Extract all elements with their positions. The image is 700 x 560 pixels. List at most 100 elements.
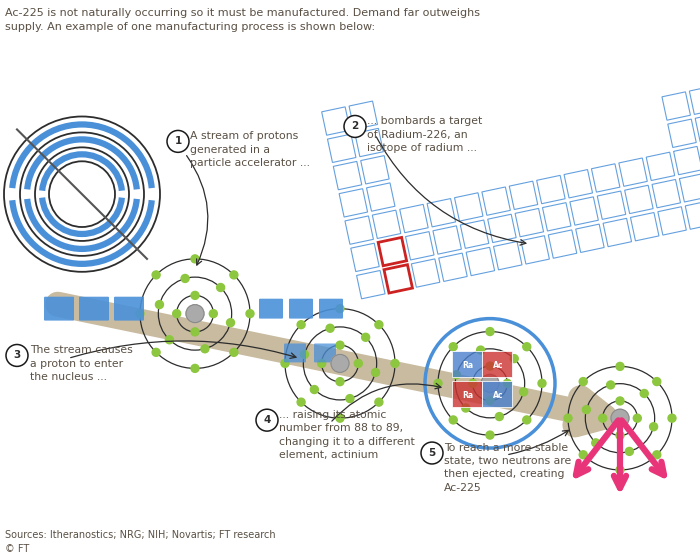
Text: A stream of protons
generated in a
particle accelerator ...: A stream of protons generated in a parti… bbox=[190, 132, 310, 168]
Text: Ac: Ac bbox=[493, 361, 503, 370]
Circle shape bbox=[616, 362, 624, 370]
Circle shape bbox=[152, 348, 160, 356]
Circle shape bbox=[611, 409, 629, 427]
Circle shape bbox=[346, 395, 354, 403]
Text: ... raising its atomic
number from 88 to 89,
changing it to a different
element,: ... raising its atomic number from 88 to… bbox=[279, 410, 414, 460]
Circle shape bbox=[375, 321, 383, 329]
Circle shape bbox=[191, 328, 199, 336]
FancyBboxPatch shape bbox=[482, 352, 512, 377]
Circle shape bbox=[300, 351, 309, 358]
Circle shape bbox=[191, 365, 199, 372]
Bar bbox=[345, 216, 373, 244]
Circle shape bbox=[326, 324, 334, 332]
Bar bbox=[384, 265, 412, 293]
Circle shape bbox=[486, 362, 494, 370]
Bar bbox=[603, 218, 631, 246]
Bar bbox=[439, 253, 467, 282]
Circle shape bbox=[297, 321, 305, 329]
Text: ... bombards a target
of Radium-226, an
isotope of radium ...: ... bombards a target of Radium-226, an … bbox=[367, 116, 482, 153]
Circle shape bbox=[434, 379, 442, 388]
FancyBboxPatch shape bbox=[314, 343, 336, 362]
Circle shape bbox=[449, 416, 457, 424]
Circle shape bbox=[256, 409, 278, 431]
Circle shape bbox=[331, 354, 349, 372]
Text: Ac: Ac bbox=[493, 391, 503, 400]
Circle shape bbox=[650, 423, 657, 431]
Bar bbox=[378, 237, 407, 266]
Circle shape bbox=[607, 381, 615, 389]
Bar bbox=[510, 181, 538, 209]
Bar bbox=[680, 174, 700, 202]
Bar bbox=[372, 210, 401, 239]
Bar bbox=[367, 183, 395, 211]
Text: 5: 5 bbox=[428, 448, 435, 458]
Text: Sources: Itheranostics; NRG; NIH; Novartis; FT research
© FT: Sources: Itheranostics; NRG; NIH; Novart… bbox=[5, 530, 276, 554]
Bar bbox=[521, 236, 550, 264]
Circle shape bbox=[616, 466, 624, 474]
Bar bbox=[349, 101, 377, 129]
Text: 3: 3 bbox=[13, 351, 20, 361]
Circle shape bbox=[391, 360, 399, 367]
Bar bbox=[564, 170, 592, 198]
Bar bbox=[537, 175, 565, 204]
Circle shape bbox=[336, 305, 344, 312]
Circle shape bbox=[452, 371, 461, 379]
Circle shape bbox=[336, 377, 344, 386]
Circle shape bbox=[6, 344, 28, 366]
Circle shape bbox=[186, 305, 204, 323]
Circle shape bbox=[510, 354, 518, 363]
Bar bbox=[482, 187, 510, 215]
Circle shape bbox=[640, 390, 648, 398]
Circle shape bbox=[582, 405, 590, 414]
Bar bbox=[652, 179, 680, 208]
Bar bbox=[597, 191, 626, 220]
Circle shape bbox=[297, 398, 305, 406]
Bar bbox=[575, 224, 604, 253]
Circle shape bbox=[519, 388, 528, 396]
Circle shape bbox=[668, 414, 676, 422]
Circle shape bbox=[136, 310, 144, 318]
Bar bbox=[690, 86, 700, 114]
Circle shape bbox=[318, 360, 326, 367]
Bar bbox=[619, 158, 648, 186]
Bar bbox=[433, 226, 461, 254]
FancyBboxPatch shape bbox=[452, 381, 482, 407]
Bar bbox=[355, 128, 384, 157]
Circle shape bbox=[538, 379, 546, 388]
Bar bbox=[662, 92, 690, 120]
Circle shape bbox=[227, 319, 235, 326]
Circle shape bbox=[449, 343, 457, 351]
Bar bbox=[378, 237, 407, 266]
Circle shape bbox=[191, 291, 199, 300]
Circle shape bbox=[564, 414, 572, 422]
Circle shape bbox=[201, 345, 209, 353]
Bar bbox=[328, 134, 356, 162]
Bar bbox=[646, 152, 675, 180]
Circle shape bbox=[625, 447, 634, 455]
Bar bbox=[658, 207, 686, 235]
Circle shape bbox=[616, 397, 624, 405]
FancyBboxPatch shape bbox=[319, 298, 343, 319]
Bar bbox=[461, 220, 489, 249]
Circle shape bbox=[216, 283, 225, 291]
Circle shape bbox=[592, 439, 600, 447]
Circle shape bbox=[462, 404, 470, 412]
Circle shape bbox=[523, 343, 531, 351]
Bar bbox=[592, 164, 620, 192]
Bar bbox=[427, 199, 456, 227]
Circle shape bbox=[209, 310, 217, 318]
Bar bbox=[360, 156, 389, 184]
Circle shape bbox=[486, 431, 494, 439]
Circle shape bbox=[634, 414, 641, 422]
Circle shape bbox=[486, 328, 494, 335]
FancyBboxPatch shape bbox=[79, 297, 109, 320]
Text: 1: 1 bbox=[174, 137, 181, 146]
Circle shape bbox=[165, 336, 174, 344]
Circle shape bbox=[496, 413, 503, 421]
Text: Ra: Ra bbox=[463, 361, 474, 370]
Bar bbox=[488, 214, 516, 242]
Bar bbox=[333, 161, 362, 190]
Circle shape bbox=[181, 274, 189, 282]
Bar bbox=[466, 248, 495, 276]
Bar bbox=[631, 213, 659, 241]
